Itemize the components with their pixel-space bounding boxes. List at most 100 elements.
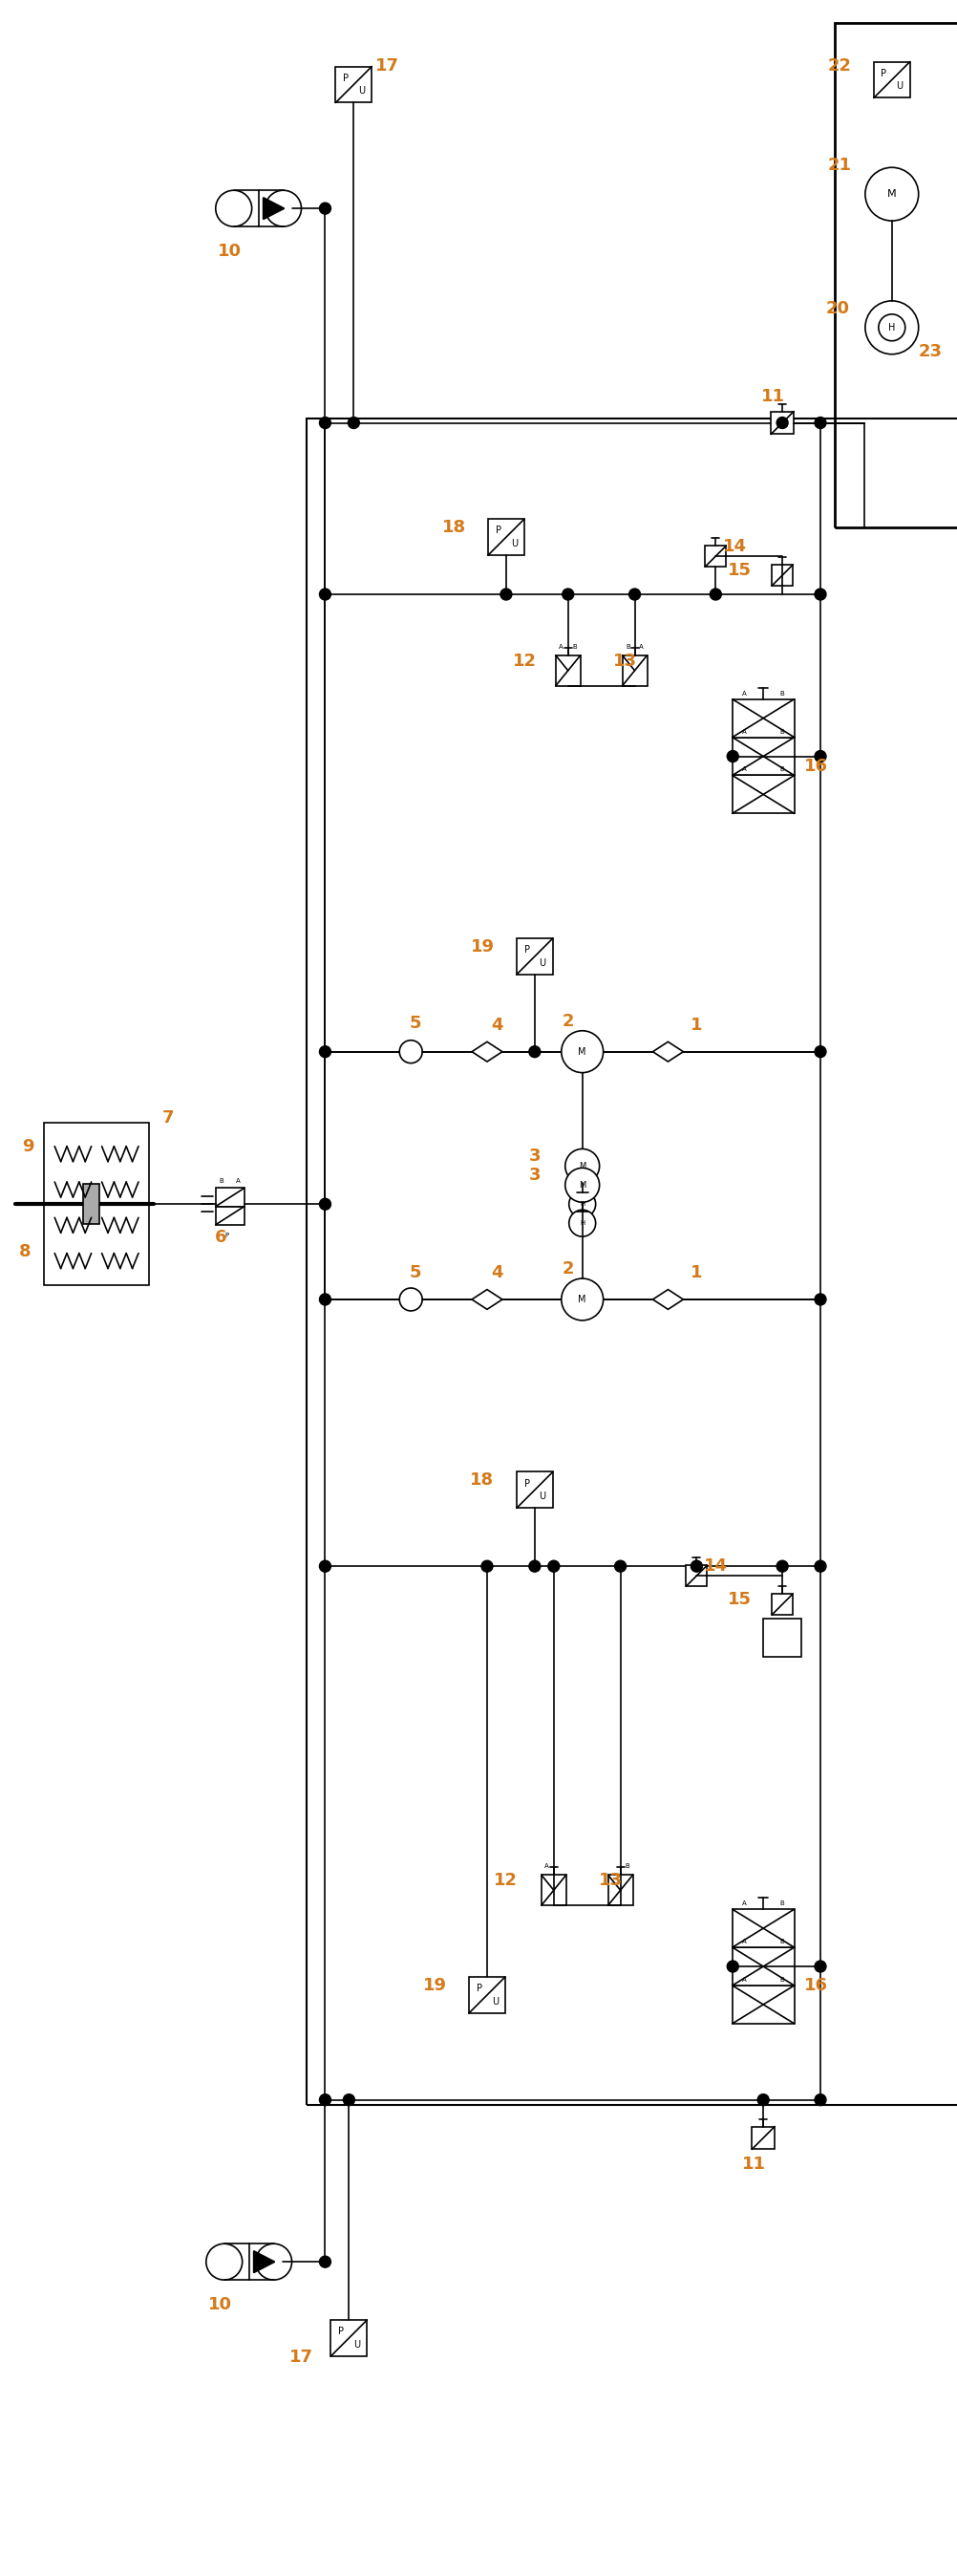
Circle shape bbox=[776, 1561, 788, 1571]
Text: 8: 8 bbox=[19, 1244, 32, 1260]
Text: P: P bbox=[880, 70, 886, 77]
Circle shape bbox=[813, 1561, 825, 1571]
Text: 22: 22 bbox=[827, 57, 851, 75]
Bar bbox=[763, 1618, 801, 1656]
Text: B: B bbox=[572, 644, 576, 649]
Circle shape bbox=[480, 1561, 492, 1571]
Bar bbox=[771, 564, 792, 585]
Bar bbox=[234, 191, 283, 227]
Text: H: H bbox=[887, 322, 895, 332]
Text: 4: 4 bbox=[490, 1265, 502, 1280]
Text: M: M bbox=[578, 1162, 585, 1170]
Circle shape bbox=[265, 191, 301, 227]
Bar bbox=[834, 23, 957, 528]
Text: A: A bbox=[742, 690, 746, 696]
Text: M: M bbox=[578, 1296, 586, 1303]
Text: P: P bbox=[495, 526, 501, 536]
Circle shape bbox=[319, 1198, 330, 1211]
Circle shape bbox=[528, 1046, 540, 1056]
Polygon shape bbox=[254, 2251, 275, 2272]
Text: P: P bbox=[476, 1984, 481, 1994]
Text: B: B bbox=[779, 729, 784, 734]
Text: M: M bbox=[578, 1046, 586, 1056]
Polygon shape bbox=[652, 1291, 682, 1309]
Bar bbox=[516, 938, 552, 974]
Text: P: P bbox=[343, 72, 348, 82]
Circle shape bbox=[726, 1960, 738, 1973]
Text: 2: 2 bbox=[562, 1260, 573, 1278]
Circle shape bbox=[547, 1561, 559, 1571]
Bar bbox=[731, 698, 793, 737]
Text: 9: 9 bbox=[22, 1139, 33, 1157]
Circle shape bbox=[813, 1293, 825, 1306]
Circle shape bbox=[813, 1960, 825, 1973]
Circle shape bbox=[757, 2094, 768, 2105]
Text: 12: 12 bbox=[494, 1873, 518, 1888]
Polygon shape bbox=[472, 1041, 501, 1061]
Text: B: B bbox=[625, 644, 630, 649]
Text: 10: 10 bbox=[218, 242, 241, 260]
Text: B: B bbox=[779, 1976, 784, 1984]
Text: A: A bbox=[742, 1976, 746, 1984]
Circle shape bbox=[813, 417, 825, 428]
Circle shape bbox=[319, 587, 330, 600]
Circle shape bbox=[319, 2094, 330, 2105]
Text: 14: 14 bbox=[722, 538, 746, 556]
Bar bbox=[751, 2128, 774, 2148]
Text: 20: 20 bbox=[825, 299, 849, 317]
Circle shape bbox=[206, 2244, 242, 2280]
Polygon shape bbox=[263, 198, 284, 219]
Bar bbox=[469, 1976, 504, 2012]
Bar bbox=[44, 1123, 148, 1285]
Bar bbox=[685, 1566, 706, 1587]
Text: A: A bbox=[236, 1177, 240, 1182]
Circle shape bbox=[399, 1041, 422, 1064]
Text: 16: 16 bbox=[803, 757, 827, 775]
Circle shape bbox=[319, 204, 330, 214]
Bar bbox=[873, 62, 909, 98]
Text: 10: 10 bbox=[209, 2295, 233, 2313]
Text: U: U bbox=[353, 2339, 360, 2349]
Text: B: B bbox=[779, 690, 784, 696]
Text: 21: 21 bbox=[827, 157, 851, 175]
Circle shape bbox=[813, 587, 825, 600]
Text: U: U bbox=[539, 958, 545, 969]
Text: 13: 13 bbox=[612, 652, 636, 670]
Circle shape bbox=[813, 1046, 825, 1056]
Text: H: H bbox=[579, 1221, 584, 1226]
Circle shape bbox=[568, 1211, 595, 1236]
Text: 4: 4 bbox=[490, 1018, 502, 1033]
Bar bbox=[335, 67, 371, 103]
Circle shape bbox=[776, 417, 788, 428]
Circle shape bbox=[319, 1561, 330, 1571]
Circle shape bbox=[561, 1278, 603, 1321]
Circle shape bbox=[690, 1561, 701, 1571]
Text: A: A bbox=[742, 729, 746, 734]
Text: 23: 23 bbox=[917, 343, 941, 361]
Bar bbox=[215, 1206, 244, 1224]
Text: 17: 17 bbox=[375, 57, 399, 75]
Text: U: U bbox=[358, 88, 365, 95]
Text: 1: 1 bbox=[690, 1265, 701, 1280]
Circle shape bbox=[813, 750, 825, 762]
Text: P: P bbox=[523, 1479, 529, 1489]
Circle shape bbox=[561, 1030, 603, 1072]
Bar bbox=[731, 1986, 793, 2025]
Text: A: A bbox=[545, 1862, 548, 1870]
Circle shape bbox=[343, 2094, 354, 2105]
Text: P: P bbox=[225, 1231, 229, 1239]
Text: B: B bbox=[219, 1177, 223, 1182]
Text: 11: 11 bbox=[760, 386, 784, 404]
Circle shape bbox=[528, 1561, 540, 1571]
Bar bbox=[731, 1947, 793, 1986]
Text: 18: 18 bbox=[470, 1471, 494, 1489]
Circle shape bbox=[319, 1046, 330, 1056]
Text: A: A bbox=[559, 644, 563, 649]
Circle shape bbox=[813, 2094, 825, 2105]
Text: 5: 5 bbox=[410, 1265, 421, 1280]
Text: A: A bbox=[742, 1901, 746, 1906]
Bar bbox=[704, 546, 725, 567]
Text: 2: 2 bbox=[562, 1012, 573, 1030]
Circle shape bbox=[319, 417, 330, 428]
Circle shape bbox=[319, 2257, 330, 2267]
